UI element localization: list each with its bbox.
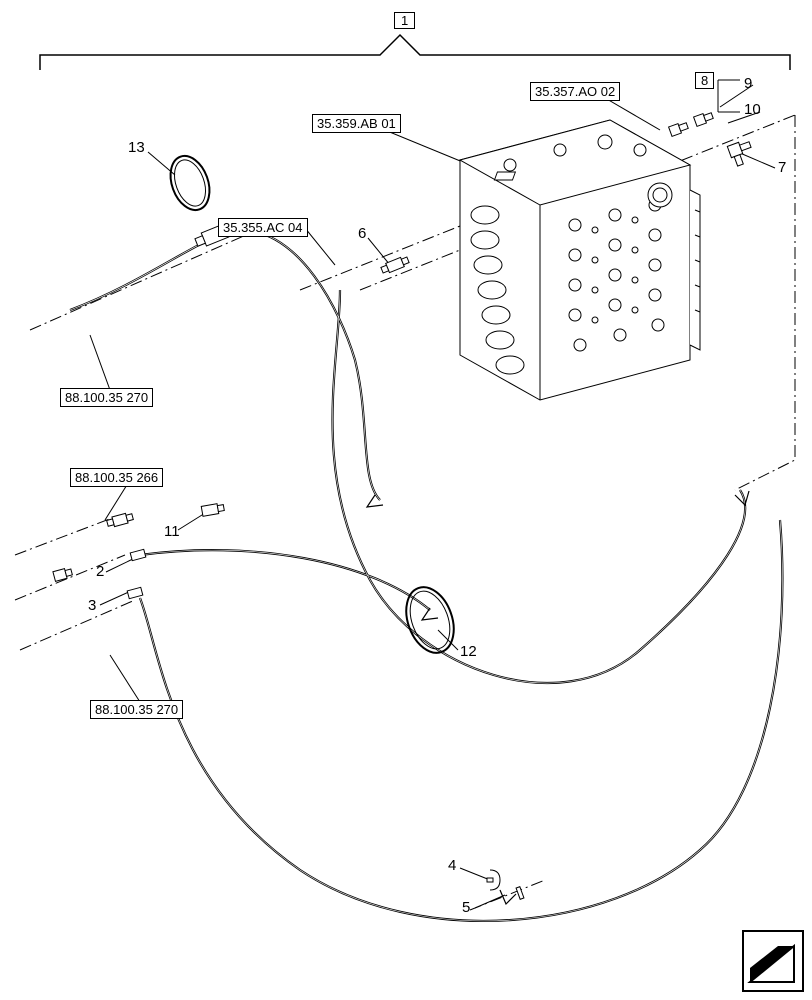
- callout-4: 4: [448, 858, 456, 873]
- callout-7: 7: [778, 160, 786, 175]
- callout-3: 3: [88, 598, 96, 613]
- callout-10: 10: [744, 102, 761, 117]
- callout-11: 11: [164, 524, 180, 539]
- hose-arrows: [367, 491, 749, 904]
- label-35-359-ab-01: 35.359.AB 01: [312, 114, 401, 133]
- callout-6: 6: [358, 226, 366, 241]
- label-8-box: 8: [695, 72, 714, 89]
- callout-12: 12: [460, 644, 477, 659]
- parts-diagram-svg: [0, 0, 812, 1000]
- label-88-100-35-270-upper: 88.100.35 270: [60, 388, 153, 407]
- callout-5: 5: [462, 900, 470, 915]
- ovals: [164, 151, 463, 660]
- callout-2: 2: [96, 564, 104, 579]
- callout-9: 9: [744, 76, 752, 91]
- label-1-box: 1: [394, 12, 415, 29]
- label-88-100-35-266: 88.100.35 266: [70, 468, 163, 487]
- page-turn-icon[interactable]: [742, 930, 804, 992]
- label-88-100-35-270-lower: 88.100.35 270: [90, 700, 183, 719]
- valve-block: [460, 120, 700, 400]
- bracket-1: [40, 35, 790, 70]
- label-35-357-ao-02: 35.357.AO 02: [530, 82, 620, 101]
- label-35-355-ac-04: 35.355.AC 04: [218, 218, 308, 237]
- callout-13: 13: [128, 140, 145, 155]
